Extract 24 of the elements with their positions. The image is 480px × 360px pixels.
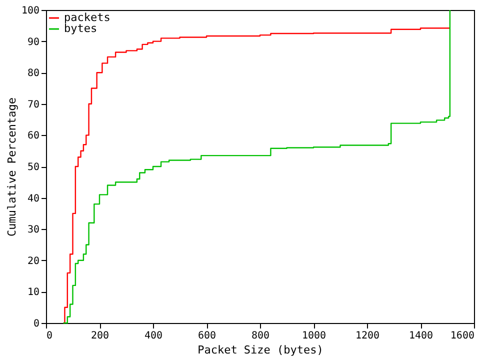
y-tick-label: 100 bbox=[21, 6, 40, 16]
x-tick-label: 0 bbox=[46, 330, 53, 342]
x-tick-label: 400 bbox=[144, 330, 163, 342]
x-tick-label: 1400 bbox=[408, 330, 434, 342]
y-tick-label: 30 bbox=[27, 224, 40, 236]
y-tick-label: 0 bbox=[33, 318, 40, 330]
x-axis-title: Packet Size (bytes) bbox=[198, 344, 324, 356]
y-tick-label: 40 bbox=[27, 193, 40, 204]
y-tick-label: 20 bbox=[27, 256, 40, 267]
y-tick-label: 70 bbox=[27, 99, 40, 110]
legend-label: packets bbox=[64, 11, 110, 24]
y-tick-label: 60 bbox=[27, 130, 40, 142]
y-tick-label: 10 bbox=[27, 287, 40, 298]
y-axis-title: Cumulative Percentage bbox=[5, 97, 18, 237]
x-tick-label: 1000 bbox=[302, 330, 326, 342]
legend-label: bytes bbox=[64, 22, 98, 35]
x-tick-label: 1200 bbox=[355, 330, 380, 342]
y-tick-label: 80 bbox=[27, 68, 40, 80]
x-tick-label: 800 bbox=[251, 330, 270, 342]
x-tick-label: 1600 bbox=[450, 330, 474, 342]
x-tick-label: 200 bbox=[90, 330, 110, 342]
x-tick-label: 600 bbox=[198, 330, 216, 342]
y-tick-label: 50 bbox=[27, 162, 40, 173]
y-tick-label: 90 bbox=[27, 36, 40, 48]
